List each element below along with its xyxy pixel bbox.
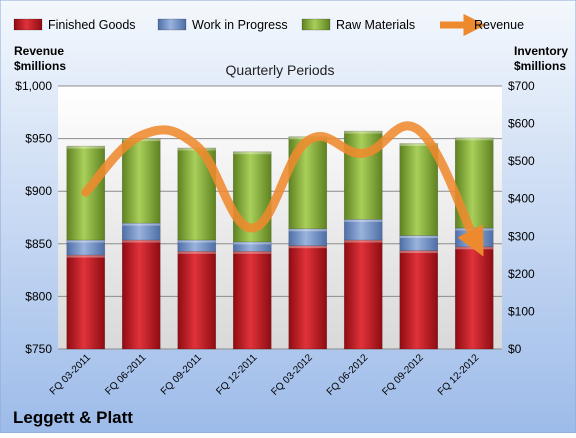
legend-item-raw: Raw Materials <box>301 18 415 32</box>
bar-top-highlight <box>122 223 161 226</box>
right-tick-label: $400 <box>508 192 535 206</box>
legend-item-finished: Finished Goods <box>13 18 136 32</box>
left-axis-label-line2: $millions <box>14 59 66 73</box>
left-tick-label: $850 <box>25 237 52 251</box>
right-tick-label: $200 <box>508 267 535 281</box>
bar-top-highlight <box>66 146 105 149</box>
right-tick-label: $300 <box>508 229 535 243</box>
legend-item-wip: Work in Progress <box>157 18 288 32</box>
bar-finished <box>343 239 383 350</box>
bar-top-highlight <box>66 240 105 243</box>
legend: Finished Goods Work in Progress Raw Materi… <box>13 13 524 37</box>
left-tick-label: $1,000 <box>15 79 52 93</box>
bar-wip <box>121 222 161 241</box>
bar-top-highlight <box>399 235 438 239</box>
bar-top-highlight <box>455 137 494 141</box>
right-tick-label: $100 <box>508 304 535 318</box>
bar-top-highlight <box>455 246 494 250</box>
legend-item-revenue: Revenue <box>440 13 524 37</box>
bar-top-highlight <box>177 251 216 254</box>
legend-swatch <box>301 18 331 31</box>
bar-top-highlight <box>177 240 216 243</box>
bar-top-highlight <box>288 245 327 249</box>
bar-top-highlight <box>399 250 438 254</box>
chart-title: Quarterly Periods <box>226 62 335 78</box>
bar-top-highlight <box>344 219 383 222</box>
right-axis-label-line1: Inventory <box>514 44 568 58</box>
bars <box>66 130 494 350</box>
legend-label: Work in Progress <box>192 18 288 32</box>
bar-wip <box>232 241 272 252</box>
left-tick-label: $950 <box>25 132 52 146</box>
legend-label: Raw Materials <box>336 18 415 32</box>
left-tick-label: $900 <box>25 184 52 198</box>
bar-finished <box>399 250 439 350</box>
legend-swatch <box>157 18 187 31</box>
bar-top-highlight <box>288 228 327 232</box>
company-name: Leggett & Platt <box>13 408 133 427</box>
bar-top-highlight <box>233 241 272 245</box>
bar-finished <box>177 251 217 350</box>
revenue-series-line <box>81 121 484 257</box>
bar-finished <box>66 254 106 350</box>
right-tick-label: $500 <box>508 154 535 168</box>
right-tick-label: $0 <box>508 342 522 356</box>
left-axis-label-line1: Revenue <box>14 44 64 58</box>
legend-label: Revenue <box>474 18 524 32</box>
bar-wip <box>288 228 328 246</box>
left-tick-label: $750 <box>25 342 52 356</box>
bar-raw <box>121 138 161 224</box>
bar-finished <box>288 245 328 350</box>
bar-top-highlight <box>233 151 272 155</box>
bar-top-highlight <box>122 240 161 243</box>
legend-swatch <box>13 18 43 31</box>
bar-top-highlight <box>344 131 383 134</box>
bar-finished <box>454 246 494 350</box>
revenue-line <box>81 121 484 257</box>
bar-top-highlight <box>66 255 105 258</box>
bar-top-highlight <box>233 251 272 254</box>
bar-top-highlight <box>344 240 383 243</box>
right-tick-label: $600 <box>508 117 535 131</box>
bar-finished <box>121 239 161 350</box>
right-axis-label-line2: $millions <box>514 59 566 73</box>
left-tick-label: $800 <box>25 289 52 303</box>
legend-label: Finished Goods <box>48 18 136 32</box>
bar-raw <box>399 143 439 236</box>
bar-top-highlight <box>399 143 438 146</box>
bar-wip <box>343 219 383 241</box>
bar-finished <box>232 251 272 350</box>
right-tick-label: $700 <box>508 79 535 93</box>
